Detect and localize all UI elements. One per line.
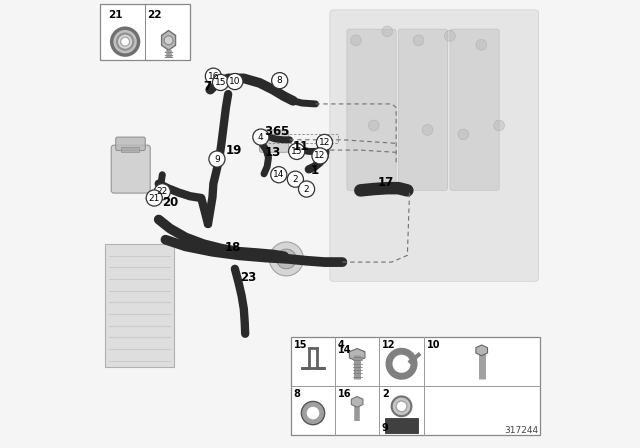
Text: 6: 6 — [273, 125, 281, 138]
Circle shape — [298, 181, 315, 197]
Bar — [100, 4, 190, 60]
Circle shape — [154, 184, 170, 200]
Text: 8: 8 — [294, 389, 300, 399]
Text: 12: 12 — [382, 340, 396, 349]
Text: 12: 12 — [319, 138, 330, 147]
FancyBboxPatch shape — [450, 29, 499, 190]
Text: 15: 15 — [294, 340, 307, 349]
Circle shape — [269, 242, 303, 276]
Circle shape — [351, 35, 361, 46]
Circle shape — [494, 120, 504, 131]
FancyBboxPatch shape — [398, 29, 448, 190]
Circle shape — [121, 37, 130, 46]
Circle shape — [253, 129, 269, 145]
Text: 16: 16 — [207, 72, 219, 81]
Circle shape — [146, 190, 163, 206]
Text: 16: 16 — [338, 389, 351, 399]
Text: 5: 5 — [280, 125, 288, 138]
Text: 10: 10 — [427, 340, 440, 349]
Text: 20: 20 — [162, 196, 178, 209]
Circle shape — [271, 167, 287, 183]
Text: 317244: 317244 — [504, 426, 539, 435]
Circle shape — [164, 36, 173, 45]
Circle shape — [476, 39, 486, 50]
FancyBboxPatch shape — [121, 147, 140, 152]
Text: 2: 2 — [382, 389, 388, 399]
Circle shape — [227, 73, 243, 90]
Circle shape — [212, 74, 228, 90]
Circle shape — [301, 401, 324, 425]
Circle shape — [312, 148, 328, 164]
Bar — [385, 418, 418, 433]
Polygon shape — [161, 30, 175, 50]
Circle shape — [422, 125, 433, 135]
Circle shape — [276, 249, 296, 269]
FancyBboxPatch shape — [330, 10, 539, 281]
Text: 15: 15 — [215, 78, 227, 87]
Circle shape — [369, 120, 379, 131]
Text: 17: 17 — [378, 176, 394, 190]
FancyBboxPatch shape — [260, 130, 289, 152]
Text: 9: 9 — [214, 155, 220, 164]
Text: 9: 9 — [382, 423, 388, 433]
Text: 11: 11 — [293, 139, 309, 153]
Text: 3: 3 — [264, 125, 273, 138]
Text: 2: 2 — [304, 185, 309, 194]
Circle shape — [307, 407, 319, 419]
Text: 14: 14 — [338, 345, 351, 355]
FancyBboxPatch shape — [111, 145, 150, 193]
Circle shape — [382, 26, 392, 37]
Circle shape — [209, 151, 225, 167]
Polygon shape — [476, 345, 488, 356]
Text: 23: 23 — [240, 271, 257, 284]
Text: 1: 1 — [310, 164, 319, 177]
Circle shape — [287, 171, 303, 187]
Circle shape — [205, 68, 221, 84]
FancyBboxPatch shape — [347, 29, 396, 190]
Text: 13: 13 — [265, 146, 281, 159]
Text: 15: 15 — [291, 147, 303, 156]
FancyBboxPatch shape — [116, 137, 145, 151]
Text: 4: 4 — [258, 133, 264, 142]
Text: 12: 12 — [314, 151, 326, 160]
Text: 21: 21 — [148, 194, 160, 202]
Circle shape — [316, 134, 333, 151]
Circle shape — [289, 143, 305, 159]
Circle shape — [112, 28, 139, 55]
Circle shape — [392, 396, 412, 416]
Text: 4: 4 — [338, 340, 344, 349]
Text: 19: 19 — [226, 143, 242, 157]
Polygon shape — [351, 396, 363, 407]
Text: 22: 22 — [148, 10, 162, 20]
Text: 14: 14 — [273, 170, 284, 179]
Text: 8: 8 — [277, 76, 282, 85]
Polygon shape — [349, 349, 365, 361]
Text: 2: 2 — [292, 175, 298, 184]
Circle shape — [445, 30, 455, 41]
Circle shape — [117, 34, 133, 50]
Text: 22: 22 — [157, 187, 168, 196]
Text: 7: 7 — [203, 79, 211, 93]
Circle shape — [271, 73, 288, 89]
Bar — [291, 337, 540, 435]
Text: 18: 18 — [225, 241, 241, 254]
Text: 21: 21 — [109, 10, 123, 20]
Circle shape — [413, 35, 424, 46]
Bar — [105, 244, 174, 367]
Circle shape — [396, 401, 407, 412]
Text: 10: 10 — [229, 77, 241, 86]
Circle shape — [458, 129, 468, 140]
